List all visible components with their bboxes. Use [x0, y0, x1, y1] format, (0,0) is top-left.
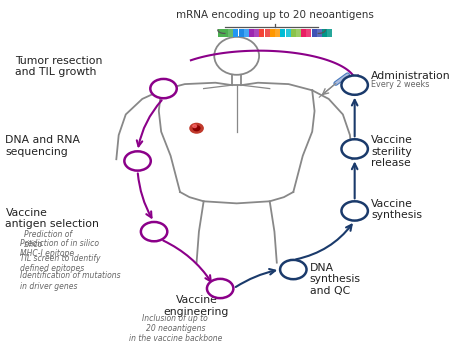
Text: Prediction of in silico
MHC-I epitope: Prediction of in silico MHC-I epitope [19, 239, 99, 258]
Circle shape [190, 124, 203, 133]
Bar [280, 29, 285, 37]
Bar [306, 29, 311, 37]
Bar [238, 29, 244, 37]
Text: Vaccine
engineering: Vaccine engineering [164, 296, 229, 317]
Bar [275, 29, 280, 37]
Text: TIL screen to identify
defined epitopes: TIL screen to identify defined epitopes [19, 254, 100, 273]
Bar [218, 29, 223, 37]
Text: DNA and RNA
sequencing: DNA and RNA sequencing [5, 135, 81, 157]
Bar [291, 29, 296, 37]
Bar [223, 29, 228, 37]
Bar [317, 29, 322, 37]
Text: DNA
synthesis
and QC: DNA synthesis and QC [310, 263, 361, 296]
Circle shape [193, 125, 197, 127]
Circle shape [207, 279, 233, 298]
Bar [322, 29, 327, 37]
Text: Identification of mutations
in driver genes: Identification of mutations in driver ge… [19, 271, 120, 291]
Bar [259, 29, 264, 37]
Text: Administration: Administration [371, 71, 451, 81]
Circle shape [193, 126, 200, 131]
Circle shape [341, 75, 368, 95]
Text: Prediction of 
silico: Prediction of silico [24, 230, 75, 249]
Text: Vaccine
sterility
release: Vaccine sterility release [371, 135, 413, 168]
Circle shape [124, 151, 151, 171]
Circle shape [341, 139, 368, 159]
Bar [254, 29, 259, 37]
Bar [249, 29, 254, 37]
Bar [270, 29, 275, 37]
Bar [233, 29, 238, 37]
Circle shape [341, 201, 368, 220]
Text: Every 2 weeks: Every 2 weeks [371, 80, 429, 89]
Bar [327, 29, 332, 37]
Text: Inclusion of up to
20 neoantigens
in the vaccine backbone: Inclusion of up to 20 neoantigens in the… [128, 314, 222, 344]
Bar [296, 29, 301, 37]
Bar [285, 29, 291, 37]
Bar [228, 29, 233, 37]
Circle shape [280, 260, 307, 279]
Text: mRNA encoding up to 20 neoantigens: mRNA encoding up to 20 neoantigens [176, 10, 374, 20]
Bar [244, 29, 249, 37]
Circle shape [141, 222, 167, 241]
Bar [311, 29, 317, 37]
Circle shape [150, 79, 177, 98]
Text: Vaccine
antigen selection: Vaccine antigen selection [5, 207, 99, 229]
Bar [301, 29, 306, 37]
Bar [264, 29, 270, 37]
Text: Tumor resection
and TIL growth: Tumor resection and TIL growth [15, 56, 102, 78]
Text: Vaccine
synthesis: Vaccine synthesis [371, 199, 422, 220]
